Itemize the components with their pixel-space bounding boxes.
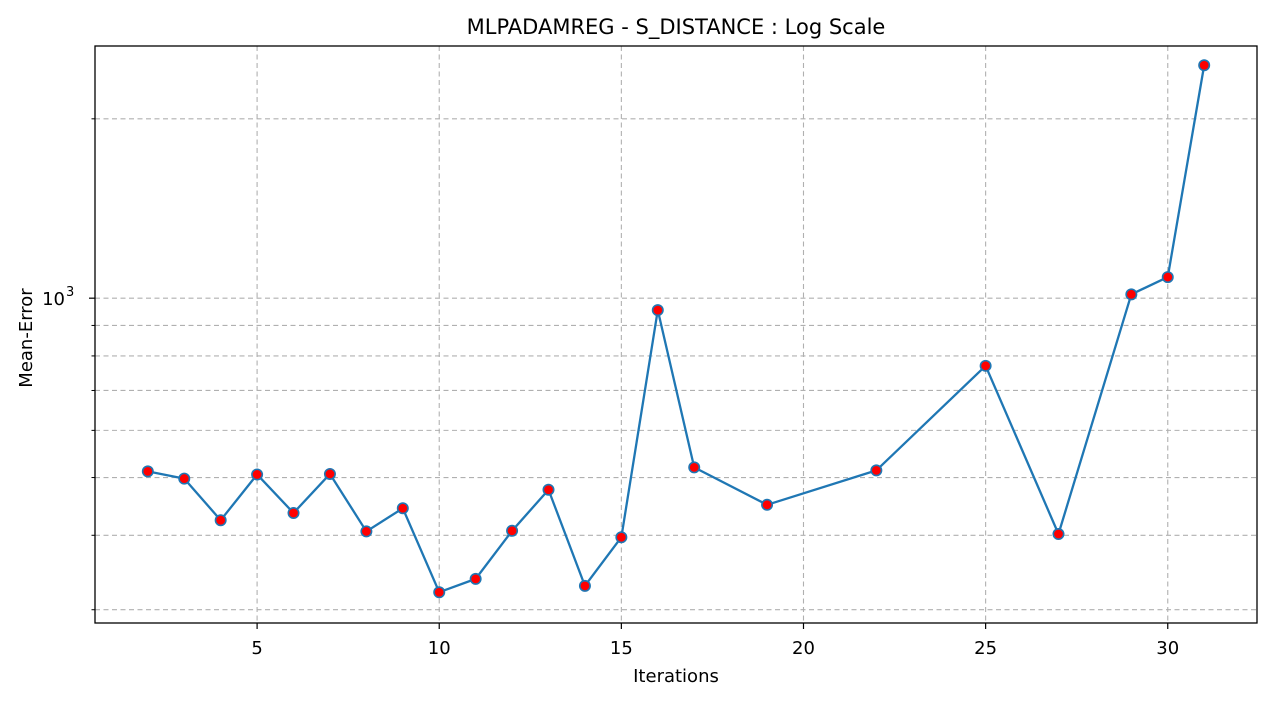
- y-tick-label-base: 10: [42, 289, 65, 310]
- data-point: [870, 464, 883, 477]
- x-tick-label: 30: [1156, 638, 1179, 659]
- x-tick-label: 15: [610, 638, 633, 659]
- data-point: [287, 506, 300, 519]
- data-point: [506, 524, 519, 537]
- y-axis-label: Mean-Error: [16, 288, 37, 388]
- data-point: [578, 579, 591, 592]
- data-point: [323, 467, 336, 480]
- data-point: [1052, 527, 1065, 540]
- chart-title: MLPADAMREG - S_DISTANCE : Log Scale: [467, 15, 886, 40]
- data-point: [615, 531, 628, 544]
- y-axis: 10 3: [42, 118, 95, 611]
- plot-frame: [94, 45, 1258, 624]
- data-point: [469, 572, 482, 585]
- data-point: [688, 461, 701, 474]
- data-point: [1161, 271, 1174, 284]
- series: [141, 59, 1211, 599]
- data-point: [1125, 288, 1138, 301]
- x-tick-label: 5: [251, 638, 262, 659]
- data-point: [141, 465, 154, 478]
- x-axis: 5 10 15 20 25 30: [251, 623, 1179, 659]
- series-line: [147, 65, 1206, 594]
- data-point: [651, 304, 664, 317]
- data-point: [1198, 59, 1211, 72]
- data-point: [979, 359, 992, 372]
- x-tick-label: 10: [428, 638, 451, 659]
- data-point: [433, 586, 446, 599]
- y-tick-label-exponent: 3: [66, 285, 74, 300]
- y-tick-label: 10: [42, 289, 65, 310]
- grid: [95, 46, 1257, 623]
- x-tick-label: 20: [792, 638, 815, 659]
- data-point: [761, 498, 774, 511]
- data-point: [360, 525, 373, 538]
- x-tick-label: 25: [974, 638, 997, 659]
- data-point: [178, 472, 191, 485]
- data-point: [251, 468, 264, 481]
- data-point: [396, 502, 409, 515]
- x-axis-label: Iterations: [633, 666, 719, 687]
- data-point: [214, 514, 227, 527]
- data-point: [542, 483, 555, 496]
